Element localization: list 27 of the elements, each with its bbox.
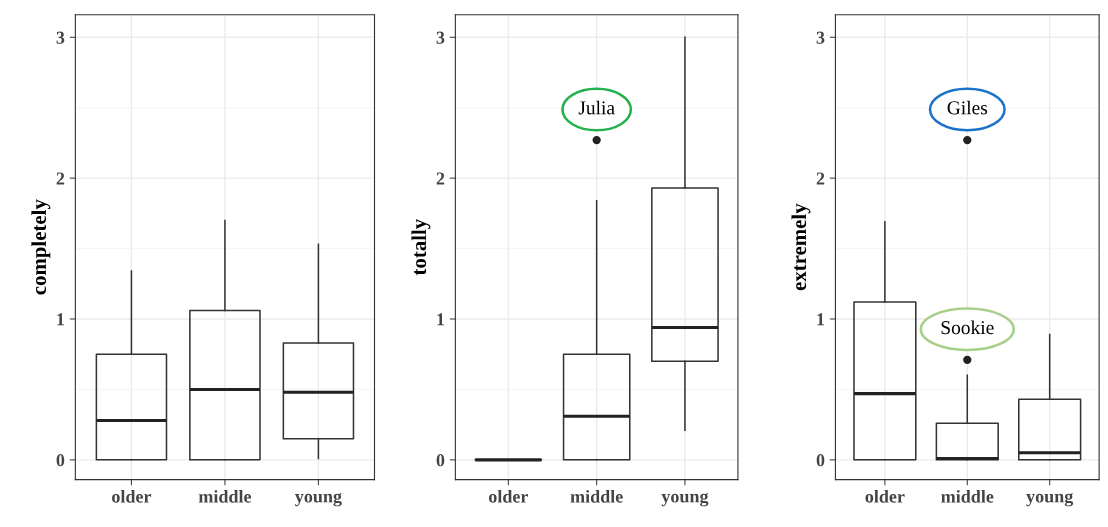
x-tick-label: middle: [198, 489, 252, 503]
y-axis-title: extremely: [791, 203, 811, 291]
x-tick-label: older: [112, 489, 152, 503]
y-tick-label: 3: [436, 31, 445, 44]
x-tick-label: older: [865, 489, 905, 503]
y-tick-label: 3: [56, 31, 65, 44]
y-tick-label: 3: [816, 31, 825, 44]
x-tick-label: young: [295, 493, 342, 507]
y-tick-label: 1: [57, 313, 64, 326]
y-tick-label: 0: [436, 454, 445, 467]
y-tick-label: 1: [437, 313, 445, 326]
annotation: Julia: [578, 100, 615, 115]
y-axis-title: completely: [31, 199, 51, 295]
y-tick-label: 0: [816, 454, 825, 467]
y-tick-label: 2: [436, 172, 445, 185]
x-tick-label: young: [1026, 493, 1074, 507]
y-axis-title: totally: [411, 219, 431, 276]
x-tick-label: middle: [941, 489, 994, 503]
y-tick-label: 2: [56, 172, 65, 185]
x-tick-label: young: [661, 493, 709, 507]
y-tick-label: 2: [816, 172, 825, 185]
annotation: Giles: [947, 100, 988, 115]
y-tick-label: 1: [817, 313, 825, 326]
y-tick-label: 0: [56, 454, 65, 467]
x-tick-label: middle: [570, 489, 623, 503]
annotation: Sookie: [941, 320, 994, 335]
x-tick-label: older: [489, 489, 529, 503]
